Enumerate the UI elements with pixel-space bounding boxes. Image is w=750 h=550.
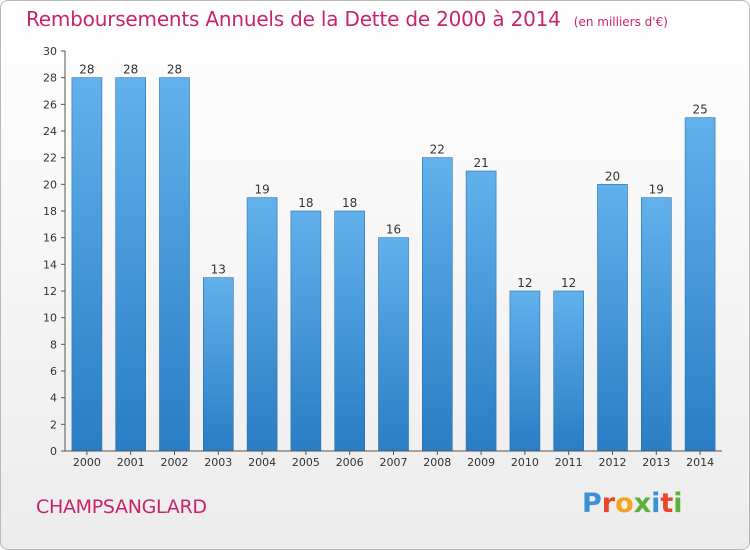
x-tick-label: 2000 — [73, 456, 101, 469]
bar-2005 — [290, 210, 322, 452]
data-label: 18 — [298, 196, 313, 210]
bar-2002 — [159, 77, 190, 452]
y-tick-label: 8 — [50, 338, 57, 351]
data-label: 22 — [430, 143, 445, 157]
data-label: 19 — [649, 183, 664, 197]
data-label: 20 — [605, 169, 620, 183]
logo-letter: i — [651, 488, 661, 519]
x-tick-label: 2012 — [599, 456, 627, 469]
y-tick-label: 30 — [43, 45, 57, 58]
logo-letter: r — [601, 488, 616, 519]
axes — [61, 50, 722, 455]
bar-2009 — [465, 170, 497, 452]
bars — [71, 77, 716, 452]
y-tick-label: 10 — [43, 312, 57, 325]
bar-2007 — [378, 237, 409, 452]
x-tick-label: 2004 — [248, 456, 276, 469]
bar-2006 — [334, 210, 366, 452]
y-tick-label: 28 — [43, 72, 57, 85]
bar-2014 — [684, 117, 716, 452]
y-tick-label: 6 — [50, 365, 57, 378]
data-label: 19 — [254, 183, 269, 197]
y-tick-label: 20 — [43, 178, 57, 191]
x-tick-label: 2010 — [511, 456, 539, 469]
x-tick-label: 2007 — [380, 456, 408, 469]
logo-letter: P — [582, 488, 602, 519]
bar-2012 — [597, 184, 628, 452]
y-tick-label: 12 — [43, 285, 57, 298]
y-tick-label: 22 — [43, 152, 57, 165]
data-label: 12 — [517, 276, 532, 290]
logo-letter: i — [673, 488, 683, 519]
data-label: 16 — [386, 223, 401, 237]
x-tick-label: 2009 — [467, 456, 495, 469]
x-tick-label: 2001 — [117, 456, 145, 469]
logo-letter: t — [660, 488, 674, 519]
bar-2004 — [246, 197, 278, 452]
x-tick-label: 2003 — [204, 456, 232, 469]
y-tick-label: 14 — [43, 258, 57, 271]
bar-2000 — [71, 77, 103, 452]
x-tick-label: 2014 — [686, 456, 714, 469]
bar-2008 — [421, 157, 453, 452]
data-label: 28 — [79, 63, 94, 77]
commune-name: CHAMPSANGLARD — [36, 496, 207, 518]
y-tick-label: 16 — [43, 232, 57, 245]
data-label: 28 — [123, 63, 138, 77]
logo-letter: x — [633, 488, 652, 519]
x-tick-label: 2005 — [292, 456, 320, 469]
bar-2001 — [115, 77, 146, 452]
data-label: 13 — [211, 263, 226, 277]
data-label: 18 — [342, 196, 357, 210]
x-tick-label: 2011 — [555, 456, 583, 469]
bar-2011 — [553, 290, 585, 452]
y-tick-label: 26 — [43, 98, 57, 111]
bar-2003 — [203, 277, 234, 452]
data-label: 25 — [692, 103, 707, 117]
x-tick-label: 2002 — [161, 456, 189, 469]
y-tick-label: 0 — [50, 445, 57, 458]
logo-letter: o — [615, 488, 634, 519]
bar-2013 — [640, 197, 672, 452]
x-tick-label: 2006 — [336, 456, 364, 469]
data-label: 12 — [561, 276, 576, 290]
x-tick-label: 2008 — [423, 456, 451, 469]
x-tick-label: 2013 — [642, 456, 670, 469]
y-tick-label: 4 — [50, 392, 57, 405]
chart-title: Remboursements Annuels de la Dette de 20… — [26, 7, 561, 31]
chart-header: Remboursements Annuels de la Dette de 20… — [26, 7, 668, 31]
data-label: 21 — [473, 156, 488, 170]
bar-2010 — [509, 290, 541, 452]
chart-subtitle: (en milliers d'€) — [573, 15, 668, 29]
y-tick-label: 24 — [43, 125, 57, 138]
proxiti-logo[interactable]: Proxiti — [582, 490, 683, 517]
data-label: 28 — [167, 63, 182, 77]
labels: 0246810121416182022242628302820002820012… — [43, 45, 714, 469]
y-tick-label: 2 — [50, 418, 57, 431]
y-tick-label: 18 — [43, 205, 57, 218]
